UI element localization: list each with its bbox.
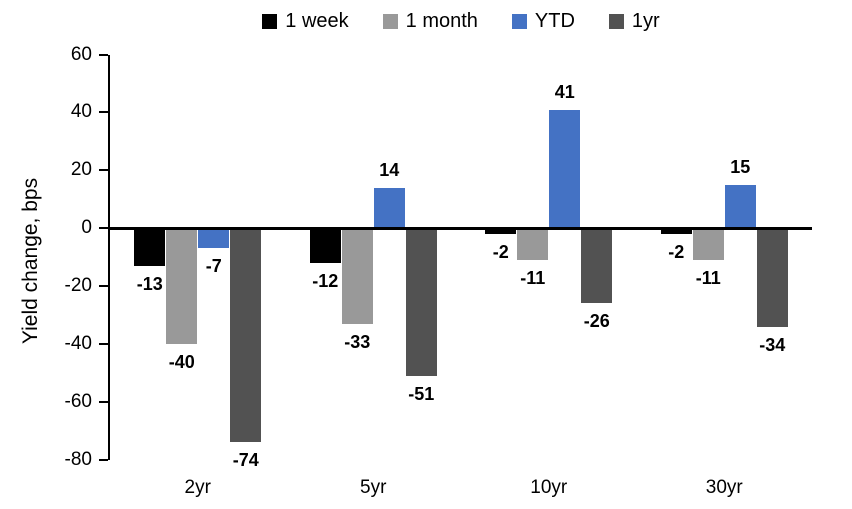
data-label: -33 (344, 331, 371, 352)
legend-label: 1 month (405, 10, 478, 32)
data-label: -7 (205, 256, 222, 277)
x-axis-category-label: 2yr (184, 477, 211, 498)
y-axis-tick-label: -20 (64, 275, 92, 297)
data-label: -11 (695, 268, 721, 289)
data-label: -11 (520, 268, 546, 289)
bar-1-month-2yr (166, 228, 198, 344)
bar-1-week-2yr (134, 228, 166, 266)
y-axis-tick-label: 60 (70, 43, 92, 65)
legend-item-1-month: 1 month (382, 10, 478, 32)
bar-1-month-10yr (517, 228, 549, 261)
data-label: -51 (408, 383, 435, 404)
y-axis-title: Yield change, bps (19, 177, 42, 345)
legend-label: 1 week (285, 10, 349, 32)
y-axis-tick-label: 40 (70, 101, 92, 123)
zero-axis-line (110, 226, 812, 230)
bar-1-week-5yr (309, 228, 341, 263)
legend-item-ytd: YTD (511, 10, 575, 32)
legend-swatch-icon (511, 13, 527, 29)
data-label: -40 (168, 352, 195, 372)
bar-1yr-5yr (405, 228, 437, 376)
bar-1yr-2yr (230, 228, 262, 443)
bar-ytd-2yr (198, 228, 230, 249)
bar-ytd-5yr (373, 187, 405, 229)
y-axis-tick-label: 0 (81, 217, 92, 239)
x-axis-category-label: 10yr (530, 477, 568, 498)
legend-swatch-icon (382, 13, 398, 29)
legend-label: YTD (534, 10, 575, 32)
data-label: -34 (759, 334, 786, 355)
y-axis-tick-label: -40 (64, 333, 92, 354)
data-label: 15 (730, 156, 751, 177)
y-axis-tick (99, 343, 108, 345)
y-axis-tick (99, 400, 108, 403)
bar-ytd-30yr (724, 184, 756, 229)
data-label: -26 (583, 311, 610, 332)
data-label: -13 (136, 273, 163, 294)
legend-item-1-week: 1 week (262, 10, 349, 32)
legend-swatch-icon (608, 13, 624, 29)
chart-legend: 1 week 1 month YTD 1yr (110, 7, 812, 35)
y-axis-line (108, 54, 110, 460)
data-label: -12 (312, 270, 339, 291)
legend-item-1yr: 1yr (608, 10, 660, 32)
y-axis-tick-label: -80 (64, 448, 92, 470)
bar-1-month-30yr (692, 228, 724, 261)
y-axis-tick (99, 111, 108, 114)
y-axis-tick-label: -60 (64, 390, 92, 412)
bar-1yr-10yr (581, 228, 613, 304)
legend-swatch-icon (262, 13, 278, 29)
y-axis-tick (99, 285, 108, 288)
y-axis-tick (99, 227, 108, 230)
bar-1-week-10yr (485, 228, 517, 234)
data-label: -2 (668, 241, 685, 262)
bar-1yr-30yr (756, 228, 788, 327)
y-axis-tick (99, 458, 108, 461)
data-label: 14 (379, 159, 400, 180)
legend-label: 1yr (631, 10, 660, 32)
data-label: 41 (554, 81, 575, 102)
y-axis-tick-label: 20 (70, 159, 92, 181)
data-label: -2 (492, 241, 509, 262)
y-axis-tick (99, 169, 108, 172)
bar-1-month-5yr (341, 228, 373, 324)
x-axis-category-label: 30yr (705, 477, 743, 498)
x-axis-category-label: 5yr (360, 477, 387, 498)
data-label: -74 (232, 450, 259, 471)
y-axis-tick (99, 53, 108, 56)
bar-ytd-10yr (549, 109, 581, 229)
bar-1-week-30yr (660, 228, 692, 234)
